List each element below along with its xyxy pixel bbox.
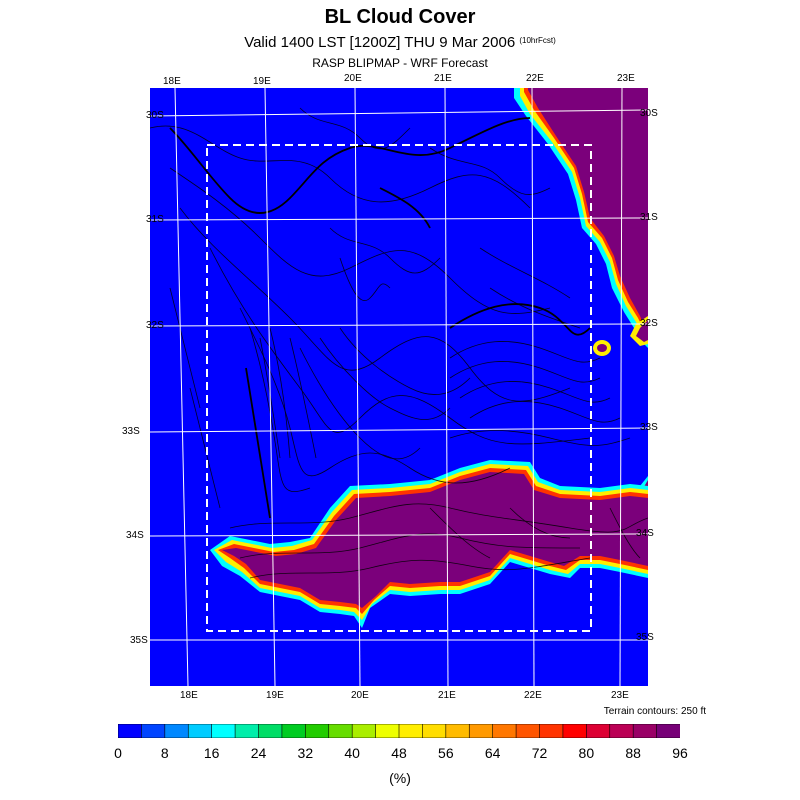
lat-label-right: 31S xyxy=(640,212,658,223)
colorbar-tick-label: 88 xyxy=(625,745,641,761)
colorbar-tick-label: 48 xyxy=(391,745,407,761)
colorbar-swatch xyxy=(351,724,377,738)
colorbar-swatch xyxy=(445,724,471,738)
colorbar-tick-label: 56 xyxy=(438,745,454,761)
colorbar-tick-label: 40 xyxy=(344,745,360,761)
lat-label-left: 30S xyxy=(146,110,164,121)
colorbar-swatch xyxy=(586,724,611,738)
lat-label-right: 30S xyxy=(640,108,658,119)
lat-label-left: 33S xyxy=(122,426,140,437)
colorbar-swatch xyxy=(141,724,166,738)
colorbar-swatch xyxy=(632,724,658,738)
colorbar-swatch xyxy=(422,724,447,738)
colorbar-swatch xyxy=(375,724,400,738)
colorbar-swatch xyxy=(656,724,680,738)
colorbar-tick-label: 0 xyxy=(114,745,122,761)
lon-label-bottom: 18E xyxy=(180,690,198,701)
lon-label-bottom: 22E xyxy=(524,690,542,701)
inner-domain-boundary xyxy=(206,144,592,632)
lat-label-left: 35S xyxy=(130,635,148,646)
colorbar-tick-label: 96 xyxy=(672,745,688,761)
colorbar-swatch xyxy=(539,724,564,738)
terrain-contour-note: Terrain contours: 250 ft xyxy=(603,706,706,717)
colorbar-swatch xyxy=(211,724,236,738)
terrain-contours xyxy=(150,107,648,579)
valid-time-text: Valid 1400 LST [1200Z] THU 9 Mar 2006 xyxy=(244,34,516,51)
lat-label-right: 32S xyxy=(640,318,658,329)
lat-label-right: 35S xyxy=(636,632,654,643)
overcast-region-south xyxy=(210,460,648,628)
valid-time-subtitle: Valid 1400 LST [1200Z] THU 9 Mar 2006 (1… xyxy=(0,34,800,51)
colorbar-tick-label: 16 xyxy=(203,745,220,761)
forecast-source-label: RASP BLIPMAP - WRF Forecast xyxy=(312,56,488,70)
lon-label-bottom: 19E xyxy=(266,690,284,701)
lat-label-left: 32S xyxy=(146,320,164,331)
colorbar-swatch xyxy=(328,724,353,738)
colorbar-swatch xyxy=(164,724,190,738)
chart-title: BL Cloud Cover xyxy=(324,6,476,28)
graticule xyxy=(150,88,648,686)
colorbar-tick-label: 64 xyxy=(484,745,501,761)
colorbar-tick-label: 32 xyxy=(297,745,314,761)
lat-label-left: 34S xyxy=(126,530,144,541)
colorbar-swatch xyxy=(468,724,494,738)
colorbar xyxy=(118,724,680,738)
lon-label-top: 22E xyxy=(526,73,544,84)
colorbar-swatch xyxy=(398,724,424,738)
lat-label-left: 31S xyxy=(146,214,164,225)
lon-label-bottom: 23E xyxy=(611,690,629,701)
cloud-cover-map xyxy=(150,88,648,686)
colorbar-swatch xyxy=(562,724,588,738)
colorbar-swatch xyxy=(234,724,260,738)
colorbar-swatch xyxy=(492,724,517,738)
colorbar-swatch xyxy=(305,724,330,738)
colorbar-swatch xyxy=(515,724,541,738)
colorbar-swatch xyxy=(258,724,283,738)
colorbar-tick-label: 72 xyxy=(531,745,548,761)
lon-label-top: 18E xyxy=(163,76,181,87)
colorbar-tick-label: 8 xyxy=(160,745,169,761)
lon-label-top: 21E xyxy=(434,73,452,84)
colorbar-tick-label: 80 xyxy=(578,745,595,761)
colorbar-unit: (%) xyxy=(389,770,411,786)
lon-label-top: 19E xyxy=(253,76,271,87)
lon-label-bottom: 21E xyxy=(438,690,456,701)
colorbar-swatch xyxy=(187,724,213,738)
forecast-hour-label: (10hrFcst) xyxy=(519,36,556,45)
colorbar-swatch xyxy=(281,724,307,738)
lon-label-top: 23E xyxy=(617,73,635,84)
colorbar-swatch xyxy=(609,724,634,738)
lat-label-right: 34S xyxy=(636,528,654,539)
colorbar-tick-label: 24 xyxy=(250,745,267,761)
lon-label-top: 20E xyxy=(344,73,362,84)
lat-label-right: 33S xyxy=(640,422,658,433)
coastline xyxy=(169,117,591,519)
colorbar-swatch xyxy=(118,724,143,738)
lon-label-bottom: 20E xyxy=(351,690,369,701)
